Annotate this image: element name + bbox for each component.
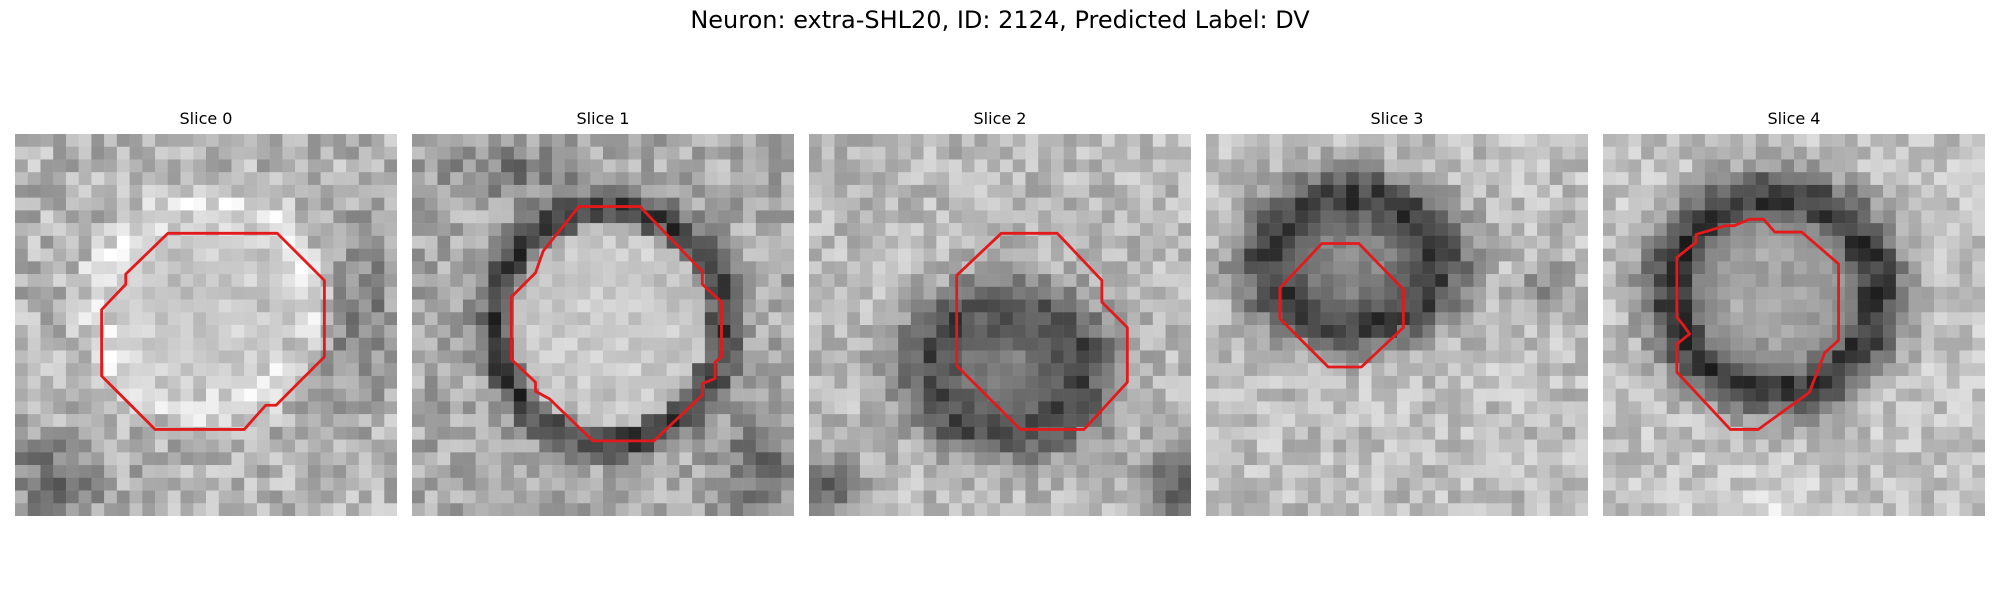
pixel-grid	[1603, 134, 1985, 516]
slice-title: Slice 1	[576, 109, 630, 128]
slice-panel-0: Slice 0	[15, 108, 397, 516]
pixel-grid	[15, 134, 397, 516]
figure-title: Neuron: extra-SHL20, ID: 2124, Predicted…	[690, 6, 1310, 34]
pixel-grid	[1206, 134, 1588, 516]
slice-title: Slice 4	[1767, 109, 1821, 128]
slice-panel-4: Slice 4	[1603, 108, 1985, 516]
slice-title: Slice 0	[179, 109, 233, 128]
roi-contour	[100, 231, 326, 431]
microscopy-image	[1603, 134, 1985, 516]
slice-title: Slice 2	[973, 109, 1027, 128]
pixel-grid	[412, 134, 794, 516]
slice-panel-2: Slice 2	[809, 108, 1191, 516]
roi-contour	[955, 231, 1129, 431]
microscopy-image	[15, 134, 397, 516]
slice-title: Slice 3	[1370, 109, 1424, 128]
microscopy-image	[412, 134, 794, 516]
roi-contour	[1675, 217, 1840, 431]
slice-panel-3: Slice 3	[1206, 108, 1588, 516]
roi-contour	[509, 205, 723, 443]
roi-contour	[1278, 242, 1405, 369]
slice-panel-1: Slice 1	[412, 108, 794, 516]
pixel-grid	[809, 134, 1191, 516]
microscopy-image	[809, 134, 1191, 516]
microscopy-image	[1206, 134, 1588, 516]
